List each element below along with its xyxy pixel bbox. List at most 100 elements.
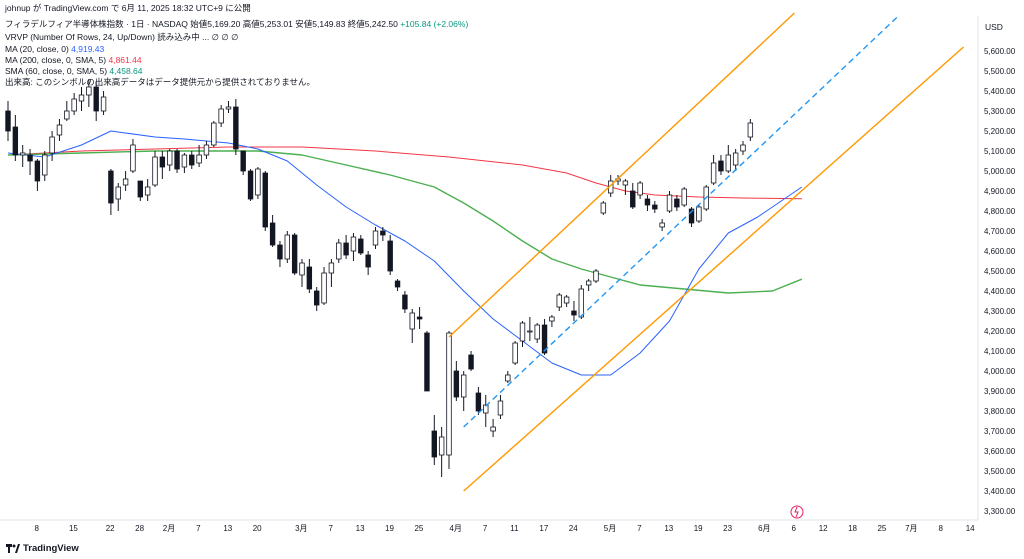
candle-body xyxy=(688,208,695,224)
candle-body xyxy=(5,110,11,132)
price-tick-label: 4,300.00 xyxy=(984,307,1016,316)
candle-body xyxy=(446,332,452,456)
candle xyxy=(211,121,217,147)
candle-body xyxy=(497,400,504,416)
ma20-legend[interactable]: MA (20, close, 0) 4,919.43 xyxy=(5,44,104,54)
price-tick-label: 4,700.00 xyxy=(984,227,1016,236)
candle-body xyxy=(189,154,195,166)
candle xyxy=(688,207,695,227)
candle xyxy=(402,291,408,313)
candle-body xyxy=(130,144,136,172)
candle xyxy=(122,171,129,191)
time-tick-label: 15 xyxy=(69,524,78,533)
candle xyxy=(549,315,555,327)
time-tick-label: 19 xyxy=(694,524,703,533)
candle xyxy=(78,87,85,111)
candle-body xyxy=(475,392,482,412)
candle xyxy=(710,155,717,185)
candle-body xyxy=(64,110,70,120)
ohlc-high-label: 高値 xyxy=(242,19,260,29)
price-tick-label: 3,300.00 xyxy=(984,507,1016,516)
candle xyxy=(409,309,415,343)
time-tick-label: 22 xyxy=(106,524,115,533)
candle-body xyxy=(12,126,19,156)
candle xyxy=(387,235,393,275)
vrvp-indicator[interactable]: VRVP (Number Of Rows, 24, Up/Down) 読み込み中… xyxy=(5,32,239,42)
candle-body xyxy=(571,310,577,316)
candle xyxy=(483,395,489,427)
price-axis[interactable]: 3,300.00 3,400.00 3,500.00 3,600.00 3,700.00… xyxy=(984,47,1016,516)
tradingview-logo[interactable]: TradingView xyxy=(6,543,79,554)
candle-body xyxy=(394,280,401,288)
sma60-label: SMA (60, close, 0, SMA, 5) xyxy=(5,66,108,76)
candle-body xyxy=(505,374,511,382)
price-tick-label: 4,600.00 xyxy=(984,247,1016,256)
time-axis[interactable]: 8 15 22 28 2月 7 13 20 3月 7 13 19 25 4月 7 11 17 24 5月 7 13 19 2… xyxy=(34,524,975,533)
candle xyxy=(527,317,533,341)
price-tick-label: 5,600.00 xyxy=(984,47,1016,56)
candle-body xyxy=(49,136,55,154)
candle xyxy=(578,285,584,319)
candle xyxy=(681,187,687,207)
candle-body xyxy=(196,154,202,164)
price-tick-label: 3,400.00 xyxy=(984,487,1016,496)
candle xyxy=(291,233,298,275)
candle-body xyxy=(453,370,460,398)
time-tick-label: 7 xyxy=(483,524,488,533)
candle-body xyxy=(424,332,430,392)
candle xyxy=(137,180,143,201)
candle-body xyxy=(343,242,349,256)
candle-body xyxy=(291,234,298,274)
candle-body xyxy=(174,150,180,170)
candle xyxy=(277,241,283,267)
sma60-legend[interactable]: SMA (60, close, 0, SMA, 5) 4,458.64 xyxy=(5,66,143,76)
candle-body xyxy=(233,106,239,150)
candle xyxy=(284,231,290,263)
time-tick-label: 13 xyxy=(356,524,365,533)
candle xyxy=(56,119,63,141)
price-tick-label: 5,300.00 xyxy=(984,107,1016,116)
candle-body xyxy=(122,178,129,186)
time-tick-label: 25 xyxy=(414,524,423,533)
candle xyxy=(563,295,570,307)
candle xyxy=(585,279,592,291)
candle xyxy=(725,145,731,173)
price-tick-label: 3,700.00 xyxy=(984,427,1016,436)
trend-channel xyxy=(448,12,964,492)
candle-body xyxy=(336,242,342,260)
price-tick-label: 3,800.00 xyxy=(984,407,1016,416)
ma200-legend[interactable]: MA (200, close, 0, SMA, 5) 4,861.44 xyxy=(5,55,142,65)
candle-body xyxy=(203,144,210,156)
candle-body xyxy=(732,152,739,166)
time-tick-label: 18 xyxy=(848,524,857,533)
candle-body xyxy=(240,150,246,172)
candle xyxy=(600,201,607,215)
candle-body xyxy=(306,266,313,290)
candle-body xyxy=(181,154,188,168)
candle xyxy=(100,91,107,115)
candle xyxy=(262,171,268,231)
alert-icon[interactable] xyxy=(790,505,804,519)
candle-body xyxy=(269,222,276,246)
candle xyxy=(189,151,195,169)
candle xyxy=(593,269,599,283)
candle xyxy=(343,235,349,259)
time-tick-label: 5月 xyxy=(604,524,616,533)
symbol-title[interactable]: フィラデルフィア半導体株指数 · 1日 · NASDAQ xyxy=(5,19,188,29)
price-tick-label: 4,400.00 xyxy=(984,287,1016,296)
price-tick-label: 5,000.00 xyxy=(984,167,1016,176)
candle xyxy=(328,259,335,287)
candle-body xyxy=(674,198,680,208)
candle-body xyxy=(549,316,555,322)
candle-body xyxy=(534,324,540,340)
ohlc-high-value: 5,253.01 xyxy=(259,19,293,29)
candle xyxy=(622,179,629,195)
price-tick-label: 4,900.00 xyxy=(984,187,1016,196)
candle-body xyxy=(600,202,607,214)
candle xyxy=(394,279,401,291)
candle xyxy=(541,319,548,355)
time-tick-label: 12 xyxy=(819,524,828,533)
candle-body xyxy=(115,186,121,200)
